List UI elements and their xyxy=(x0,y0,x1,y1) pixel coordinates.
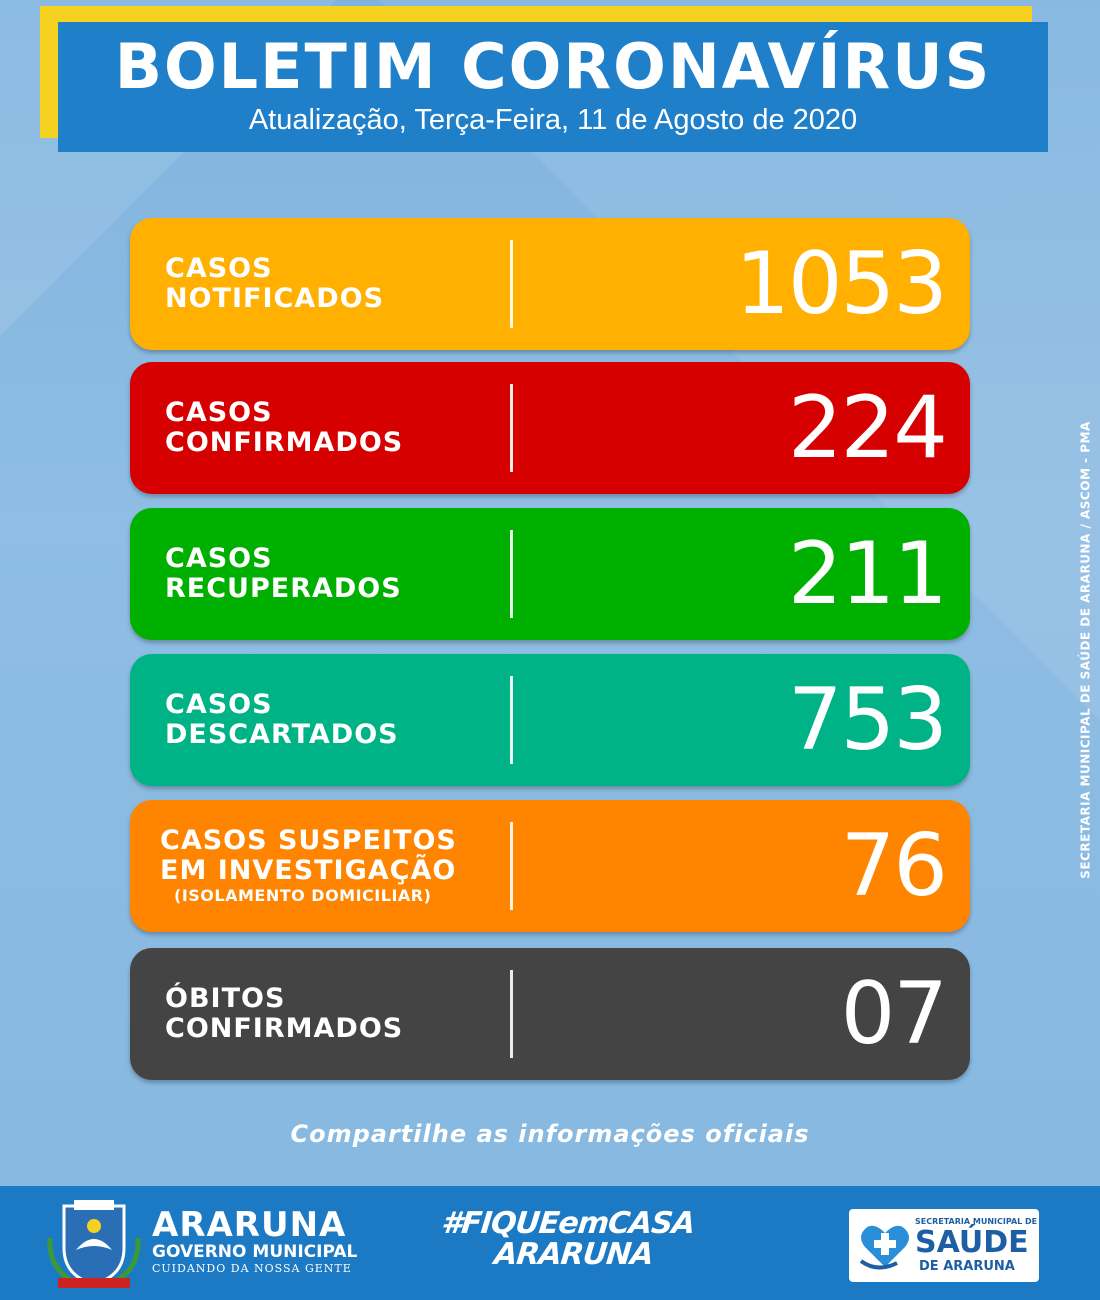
card-label: ÓBITOS CONFIRMADOS xyxy=(165,983,404,1044)
card-label: CASOS NOTIFICADOS xyxy=(165,253,385,314)
page-title: BOLETIM CORONAVÍRUS xyxy=(114,30,992,103)
card-value: 76 xyxy=(840,816,948,916)
card-confirmed: CASOS CONFIRMADOS 224 xyxy=(130,362,970,494)
card-divider xyxy=(510,676,513,764)
card-divider xyxy=(510,822,513,910)
card-label: CASOS SUSPEITOS EM INVESTIGAÇÃO (ISOLAME… xyxy=(160,800,500,932)
card-label: CASOS RECUPERADOS xyxy=(165,543,402,604)
crest-icon xyxy=(44,1198,144,1290)
card-suspected: CASOS SUSPEITOS EM INVESTIGAÇÃO (ISOLAME… xyxy=(130,800,970,932)
vertical-credit: SECRETARIA MUNICIPAL DE SAÚDE DE ARARUNA… xyxy=(1079,421,1094,879)
card-label: CASOS CONFIRMADOS xyxy=(165,397,404,458)
card-label: CASOS DESCARTADOS xyxy=(165,689,399,750)
card-divider xyxy=(510,384,513,472)
municipality-slogan: CUIDANDO DA NOSSA GENTE xyxy=(152,1262,352,1275)
heart-hands-icon xyxy=(857,1217,913,1273)
card-divider xyxy=(510,970,513,1058)
municipality-government: GOVERNO MUNICIPAL xyxy=(152,1242,358,1262)
update-date: Atualização, Terça-Feira, 11 de Agosto d… xyxy=(248,104,858,136)
card-value: 224 xyxy=(787,378,948,478)
card-value: 211 xyxy=(787,524,948,624)
health-secretary-logo: SECRETARIA MUNICIPAL DE SAÚDE DE ARARUNA xyxy=(849,1209,1039,1282)
card-value: 07 xyxy=(840,964,948,1064)
card-recovered: CASOS RECUPERADOS 211 xyxy=(130,508,970,640)
municipality-name: ARARUNA xyxy=(152,1205,347,1245)
card-divider xyxy=(510,530,513,618)
card-note: (ISOLAMENTO DOMICILIAR) xyxy=(174,886,432,905)
card-notified: CASOS NOTIFICADOS 1053 xyxy=(130,218,970,350)
share-text: Compartilhe as informações oficiais xyxy=(290,1120,810,1148)
municipality-logo: ARARUNA GOVERNO MUNICIPAL CUIDANDO DA NO… xyxy=(152,1208,357,1276)
card-discarded: CASOS DESCARTADOS 753 xyxy=(130,654,970,786)
card-deaths: ÓBITOS CONFIRMADOS 07 xyxy=(130,948,970,1080)
header-banner: BOLETIM CORONAVÍRUS Atualização, Terça-F… xyxy=(58,22,1048,152)
card-value: 753 xyxy=(787,670,948,770)
hashtag-logo: #FIQUEemCASA ARARUNA xyxy=(439,1206,697,1272)
card-value: 1053 xyxy=(735,234,948,334)
card-divider xyxy=(510,240,513,328)
